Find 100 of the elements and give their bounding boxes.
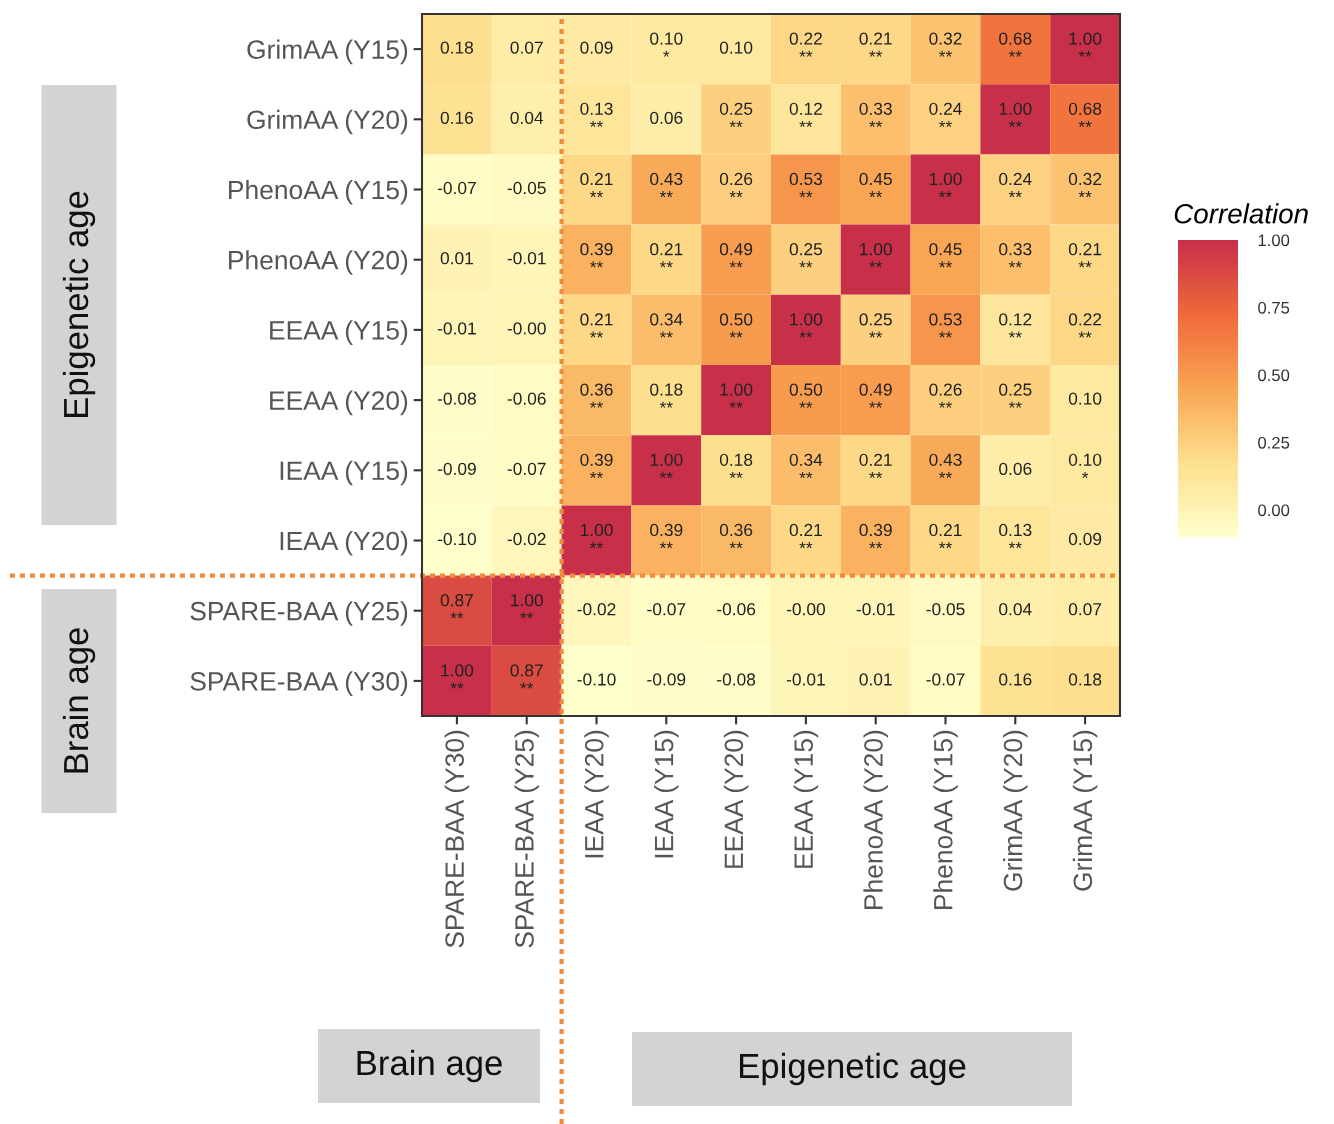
data-label: 0.01 [440, 252, 473, 265]
y-tick-label: IEAA (Y20) [280, 530, 408, 556]
data-label: 0.16 [999, 673, 1032, 686]
data-label: -0.09 [437, 462, 476, 475]
text: 0.00 [1258, 504, 1290, 517]
data-label: 0.25 ** [999, 383, 1032, 408]
data-label: 0.68 ** [1068, 102, 1102, 127]
data-label: 0.09 [1068, 532, 1102, 546]
color-bar-title: Correlation [1174, 203, 1308, 224]
data-label: 0.16 [440, 111, 474, 124]
x-tick-label: GrimAA (Y15) [1072, 730, 1098, 891]
data-label: -0.00 [786, 603, 826, 616]
data-label: 0.26 ** [929, 383, 962, 408]
text: Brain age [357, 1049, 502, 1083]
data-label: -0.07 [647, 603, 686, 616]
data-label: 0.21 ** [580, 172, 613, 198]
data-label: 0.34 ** [789, 453, 823, 478]
data-label: 1.00 ** [999, 102, 1032, 127]
data-label: -0.05 [507, 181, 546, 195]
data-label: 0.06 [999, 462, 1032, 475]
data-label: 0.43 ** [650, 172, 683, 198]
x-tick-label: PhenoAA (Y15) [933, 730, 958, 909]
x-tick-label: EEAA (Y20) [723, 730, 749, 868]
data-label: 0.10 [719, 41, 753, 54]
data-label: 0.45 ** [929, 243, 962, 268]
y-tick-label: IEAA (Y15) [280, 460, 408, 486]
data-label: 0.07 [510, 41, 543, 54]
data-label: 0.39 ** [859, 523, 892, 549]
data-label: 1.00 ** [720, 383, 753, 408]
data-label: 0.09 [580, 41, 613, 54]
data-label: -0.01 [437, 322, 476, 335]
y-tick-label: SPARE-BAA (Y25) [190, 601, 408, 626]
data-label: -0.07 [926, 673, 965, 686]
x-tick-label: EEAA (Y15) [793, 730, 819, 868]
data-label: 1.00 ** [1069, 32, 1102, 57]
data-label: 0.50 ** [789, 383, 823, 408]
data-label: 0.10 * [1068, 453, 1102, 478]
data-label: 0.25 ** [789, 243, 823, 268]
data-label: 0.49 ** [719, 243, 753, 268]
data-label: -0.06 [717, 603, 756, 616]
text: 0.50 [1258, 369, 1290, 382]
data-label: 0.18 ** [650, 383, 683, 408]
x-tick-label: PhenoAA (Y20) [863, 730, 888, 909]
data-label: 1.00 ** [511, 594, 543, 619]
data-label: 0.18 [1068, 673, 1102, 686]
text: 0.75 [1258, 301, 1290, 314]
x-tick-label: IEAA (Y20) [584, 730, 609, 858]
data-label: 0.18 [440, 41, 474, 54]
data-label: 0.22 ** [1068, 313, 1102, 338]
data-label: 1.00 ** [441, 664, 474, 689]
y-tick-label: PhenoAA (Y20) [229, 250, 408, 275]
x-tick-label: SPARE-BAA (Y25) [514, 730, 539, 948]
data-label: 0.39 ** [580, 243, 613, 268]
y-tick-label: GrimAA (Y20) [247, 109, 408, 135]
data-label: -0.09 [647, 673, 686, 686]
data-label: 0.39 ** [580, 453, 613, 478]
data-label: 0.25 ** [859, 313, 892, 338]
text: 1.00 [1258, 234, 1290, 247]
data-label: 0.12 ** [789, 102, 822, 127]
y-tick-label: EEAA (Y15) [270, 320, 408, 345]
data-label: 0.01 [859, 673, 892, 686]
data-label: 0.13 ** [580, 102, 613, 127]
data-label: 0.22 ** [789, 32, 822, 57]
data-label: 0.39 ** [650, 523, 683, 549]
data-label: 0.21 ** [859, 453, 892, 478]
data-label: 0.21 ** [650, 243, 683, 268]
y-tick-label: SPARE-BAA (Y30) [190, 671, 408, 696]
data-label: -0.05 [926, 603, 965, 616]
data-label: 0.06 [650, 111, 683, 124]
data-label: 0.34 ** [650, 313, 683, 338]
text: Epigenetic age [739, 1052, 966, 1086]
data-label: 0.32 ** [1068, 172, 1102, 198]
data-label: 0.33 ** [999, 243, 1032, 268]
data-label: 0.49 ** [859, 383, 892, 408]
data-label: -0.07 [437, 181, 476, 195]
data-label: 1.00 ** [860, 243, 892, 268]
y-tick-label: EEAA (Y20) [270, 390, 408, 416]
data-label: 0.87 ** [440, 594, 473, 619]
y-tick-label: GrimAA (Y15) [247, 39, 408, 65]
data-label: 0.07 [1068, 603, 1102, 616]
data-label: -0.00 [507, 322, 546, 335]
data-label: -0.01 [786, 673, 825, 686]
data-label: 0.10 [1068, 392, 1102, 405]
data-label: 0.26 ** [719, 172, 753, 198]
data-label: 0.36 ** [719, 523, 753, 549]
data-label: 0.50 ** [719, 313, 753, 338]
data-label: 0.36 ** [580, 383, 613, 408]
data-label: 0.53 ** [929, 313, 962, 338]
x-tick-label: IEAA (Y15) [654, 730, 679, 858]
data-label: 0.43 ** [929, 453, 962, 478]
text: Epigenetic age [62, 191, 96, 418]
data-label: 1.00 ** [790, 313, 823, 338]
data-label: 0.04 [999, 603, 1032, 616]
data-label: -0.10 [437, 532, 477, 546]
data-label: -0.10 [577, 673, 616, 686]
data-label: 0.24 ** [929, 102, 962, 127]
text: 0.25 [1258, 436, 1290, 449]
data-label: 1.00 ** [650, 453, 683, 478]
data-label: 0.21 ** [1068, 243, 1102, 268]
data-label: -0.08 [437, 392, 476, 405]
